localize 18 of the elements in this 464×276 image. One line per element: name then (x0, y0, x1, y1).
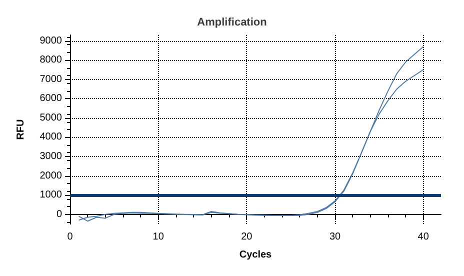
y-tick-label: 2000 (40, 170, 62, 182)
y-tick-label: 0 (56, 208, 62, 220)
y-axis-title: RFU (16, 119, 26, 140)
y-tick-label: 6000 (40, 93, 62, 104)
y-tick-label: 1000 (40, 190, 62, 201)
y-tick-label: 3000 (40, 151, 62, 162)
chart-title: Amplification (197, 16, 268, 28)
y-tick-label: 5000 (40, 112, 62, 124)
x-tick-label: 40 (418, 232, 430, 242)
x-axis-title: Cycles (239, 250, 272, 260)
x-tick-label: 30 (329, 232, 341, 242)
x-tick-label: 10 (152, 232, 164, 242)
x-tick-label: 20 (241, 232, 253, 242)
y-tick-label: 9000 (40, 35, 62, 46)
y-tick-label: 4000 (40, 132, 62, 143)
y-tick-label: 8000 (40, 54, 62, 66)
x-tick-label: 0 (67, 232, 74, 242)
y-tick-label: 7000 (40, 74, 62, 85)
